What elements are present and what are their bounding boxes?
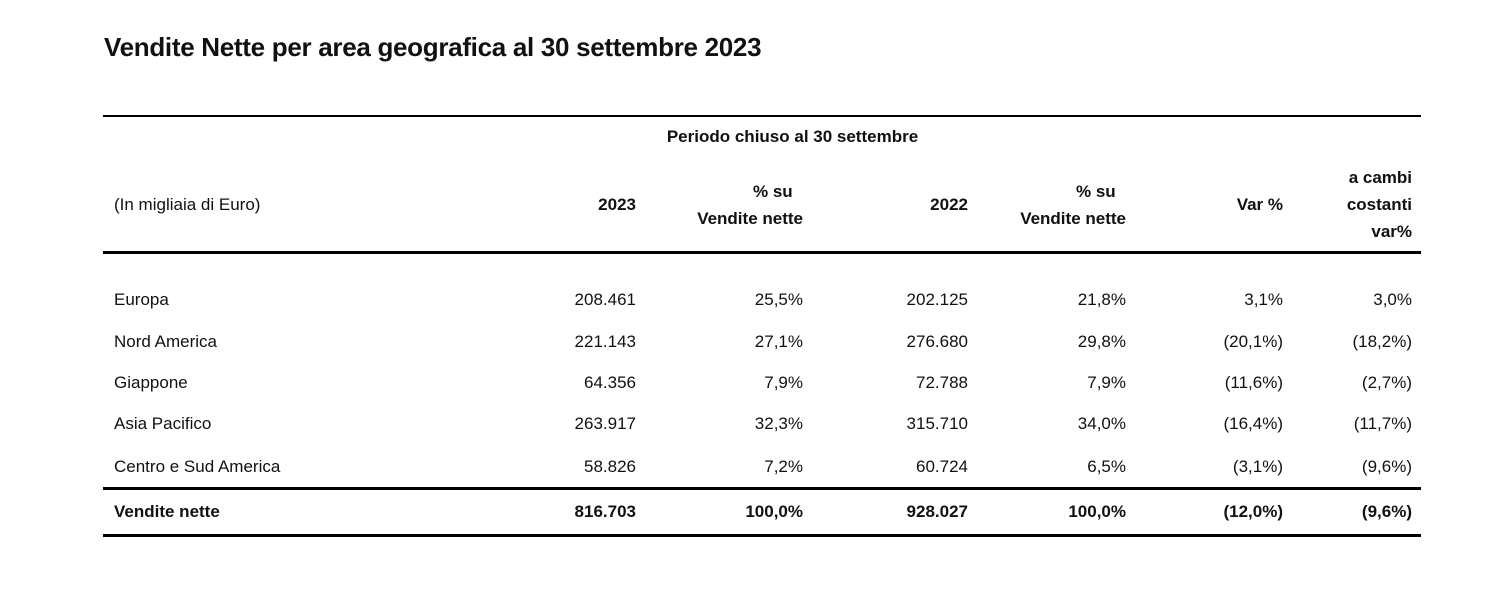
header-bottom-rule	[103, 251, 1421, 254]
row-pct-2022: 6,5%	[1087, 457, 1126, 476]
row-constant-fx-var: (18,2%)	[1352, 332, 1412, 351]
row-pct-2023: 32,3%	[754, 414, 803, 433]
header-pct-2023-line1: % su	[753, 182, 793, 201]
header-constant-fx-line3: var%	[1371, 222, 1412, 241]
row-value-2023: 221.143	[574, 332, 636, 351]
row-value-2022: 315.710	[906, 414, 968, 433]
total-label: Vendite nette	[114, 502, 220, 521]
row-var: (11,6%)	[1224, 373, 1283, 392]
row-pct-2023: 7,9%	[764, 373, 803, 392]
header-constant-fx-line1: a cambi	[1348, 168, 1412, 187]
row-pct-2022: 34,0%	[1077, 414, 1126, 433]
row-value-2023: 64.356	[584, 373, 636, 392]
table-bottom-rule	[103, 534, 1421, 537]
total-top-rule	[103, 487, 1421, 490]
row-area: Europa	[114, 290, 169, 309]
header-pct-2023: % su Vendite nette	[663, 178, 803, 232]
header-2023: 2023	[598, 195, 636, 214]
header-pct-2022: % su Vendite nette	[986, 178, 1126, 232]
header-var: Var %	[1236, 195, 1283, 214]
row-constant-fx-var: (9,6%)	[1361, 457, 1412, 476]
row-var: 3,1%	[1244, 290, 1283, 309]
table-row: Giappone 64.356 7,9% 72.788 7,9% (11,6%)…	[0, 368, 1500, 398]
period-label: Periodo chiuso al 30 settembre	[666, 127, 919, 146]
row-area: Asia Pacifico	[114, 414, 212, 433]
total-constant-fx-var: (9,6%)	[1361, 502, 1412, 521]
unit-label: (In migliaia di Euro)	[114, 195, 261, 214]
header-pct-2022-line2: Vendite nette	[1020, 209, 1126, 228]
page-title: Vendite Nette per area geografica al 30 …	[104, 32, 762, 62]
row-area: Centro e Sud America	[114, 457, 281, 476]
total-pct-2022: 100,0%	[1068, 502, 1126, 521]
table-top-rule	[103, 115, 1421, 117]
table-row: Asia Pacifico 263.917 32,3% 315.710 34,0…	[0, 409, 1500, 439]
table-row: Europa 208.461 25,5% 202.125 21,8% 3,1% …	[0, 285, 1500, 315]
row-pct-2023: 25,5%	[754, 290, 803, 309]
row-pct-2023: 27,1%	[754, 332, 803, 351]
header-constant-fx: a cambi costanti var%	[1347, 164, 1412, 245]
row-value-2022: 202.125	[906, 290, 968, 309]
row-value-2022: 60.724	[916, 457, 968, 476]
row-value-2023: 58.826	[584, 457, 636, 476]
total-var: (12,0%)	[1223, 502, 1283, 521]
row-constant-fx-var: (11,7%)	[1353, 414, 1412, 433]
header-pct-2022-line1: % su	[1076, 182, 1116, 201]
total-value-2022: 928.027	[906, 502, 968, 521]
row-pct-2023: 7,2%	[764, 457, 803, 476]
row-constant-fx-var: (2,7%)	[1361, 373, 1412, 392]
total-row: Vendite nette 816.703 100,0% 928.027 100…	[0, 497, 1500, 527]
header-2022: 2022	[930, 195, 968, 214]
row-pct-2022: 29,8%	[1077, 332, 1126, 351]
row-constant-fx-var: 3,0%	[1373, 290, 1412, 309]
table-row: Centro e Sud America 58.826 7,2% 60.724 …	[0, 452, 1500, 482]
header-constant-fx-line2: costanti	[1346, 195, 1412, 214]
header-pct-2023-line2: Vendite nette	[697, 209, 803, 228]
row-pct-2022: 7,9%	[1087, 373, 1126, 392]
table-row: Nord America 221.143 27,1% 276.680 29,8%…	[0, 327, 1500, 357]
row-pct-2022: 21,8%	[1077, 290, 1126, 309]
total-value-2023: 816.703	[574, 502, 636, 521]
row-area: Giappone	[114, 373, 188, 392]
row-area: Nord America	[114, 332, 217, 351]
row-value-2023: 263.917	[574, 414, 636, 433]
row-value-2022: 72.788	[916, 373, 968, 392]
row-value-2022: 276.680	[906, 332, 968, 351]
row-var: (3,1%)	[1232, 457, 1283, 476]
total-pct-2023: 100,0%	[745, 502, 803, 521]
row-var: (20,1%)	[1223, 332, 1283, 351]
row-var: (16,4%)	[1223, 414, 1283, 433]
row-value-2023: 208.461	[574, 290, 636, 309]
